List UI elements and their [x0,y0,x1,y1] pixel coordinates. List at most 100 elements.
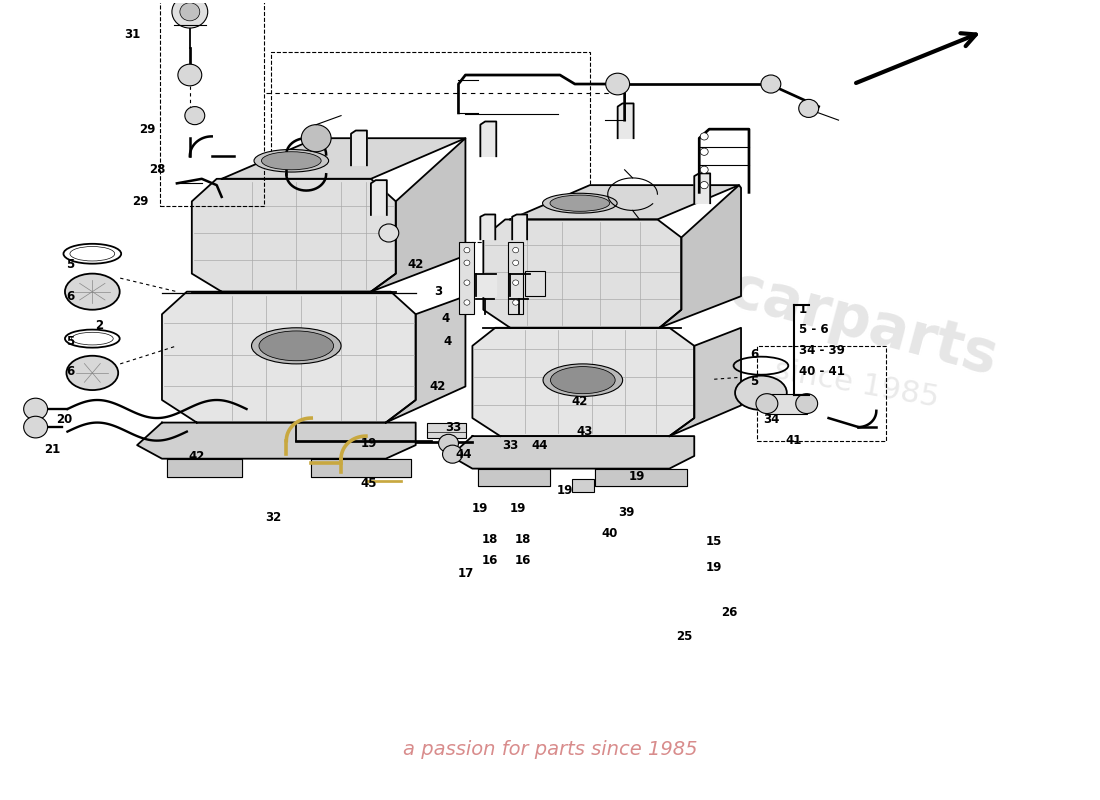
Polygon shape [659,185,741,328]
Text: 44: 44 [455,448,472,461]
Polygon shape [670,328,741,436]
Ellipse shape [258,331,333,361]
Polygon shape [351,130,367,166]
Polygon shape [478,469,550,486]
Text: 18: 18 [482,534,498,546]
Text: 39: 39 [618,506,635,519]
Text: a passion for parts since 1985: a passion for parts since 1985 [403,740,697,759]
Ellipse shape [550,366,615,394]
Polygon shape [510,274,530,296]
Bar [508,242,524,314]
Text: 5 - 6: 5 - 6 [799,323,828,336]
Text: 20: 20 [56,414,73,426]
Ellipse shape [66,356,118,390]
Text: eurocarparts: eurocarparts [578,222,1003,387]
Circle shape [24,416,47,438]
Text: 4: 4 [443,335,452,348]
Text: 5: 5 [750,375,758,389]
Circle shape [439,434,459,452]
Text: 6: 6 [66,290,75,302]
Text: 5: 5 [66,258,75,271]
Circle shape [513,260,519,266]
Ellipse shape [735,376,786,410]
Text: 43: 43 [576,425,593,438]
Circle shape [513,300,519,306]
Text: 45: 45 [361,478,377,490]
Text: 29: 29 [139,122,155,136]
Text: 2: 2 [96,319,103,333]
Text: 40 - 41: 40 - 41 [799,365,845,378]
Text: 34: 34 [762,414,779,426]
Text: 1: 1 [799,303,807,316]
Text: 19: 19 [361,437,377,450]
Circle shape [178,64,201,86]
Text: 26: 26 [720,606,737,618]
Text: 28: 28 [148,163,165,176]
Polygon shape [451,436,694,469]
Circle shape [464,247,470,253]
Polygon shape [472,328,694,436]
Text: 44: 44 [531,438,548,452]
Circle shape [513,247,519,253]
Circle shape [185,106,205,125]
Polygon shape [513,214,527,239]
Text: 6: 6 [66,365,75,378]
Text: 19: 19 [510,502,526,515]
Bar [460,242,474,314]
Circle shape [464,300,470,306]
Text: since 1985: since 1985 [772,355,940,413]
Text: 33: 33 [446,421,462,434]
Text: 3: 3 [434,285,442,298]
Text: 25: 25 [676,630,693,643]
Text: 18: 18 [515,534,531,546]
Text: 31: 31 [124,28,140,41]
Text: 42: 42 [188,450,205,463]
Polygon shape [595,469,688,486]
Ellipse shape [543,364,623,396]
Ellipse shape [550,195,609,211]
Circle shape [464,280,470,286]
Circle shape [513,280,519,286]
Ellipse shape [262,152,321,170]
Text: 29: 29 [132,195,148,208]
Text: 42: 42 [572,395,588,408]
Text: 32: 32 [265,511,282,524]
Circle shape [378,224,399,242]
Polygon shape [167,458,242,477]
Text: 42: 42 [429,380,446,393]
Bar [767,394,806,414]
Text: 19: 19 [472,502,488,515]
Ellipse shape [65,274,120,310]
Text: 34 - 39: 34 - 39 [799,344,845,357]
Polygon shape [476,274,496,296]
Text: 19: 19 [706,561,723,574]
Polygon shape [162,292,416,422]
Polygon shape [618,103,634,138]
Text: 15: 15 [706,535,723,548]
Circle shape [795,394,817,414]
Circle shape [172,0,208,28]
Text: 16: 16 [482,554,498,567]
Circle shape [464,260,470,266]
Circle shape [756,394,778,414]
Polygon shape [481,214,495,239]
Ellipse shape [254,150,329,172]
Text: 4: 4 [441,312,450,326]
Circle shape [701,133,708,140]
Polygon shape [371,138,465,292]
Polygon shape [138,422,416,458]
Polygon shape [222,138,465,179]
Text: 42: 42 [407,258,424,271]
Text: 16: 16 [515,554,531,567]
Polygon shape [371,180,387,215]
Polygon shape [191,179,396,292]
Circle shape [606,73,629,95]
Circle shape [701,148,708,155]
Ellipse shape [542,194,617,213]
Polygon shape [483,219,681,328]
Text: 41: 41 [785,434,802,447]
Circle shape [301,125,331,152]
Circle shape [180,2,200,21]
Text: 21: 21 [44,443,60,456]
Bar [427,423,466,438]
